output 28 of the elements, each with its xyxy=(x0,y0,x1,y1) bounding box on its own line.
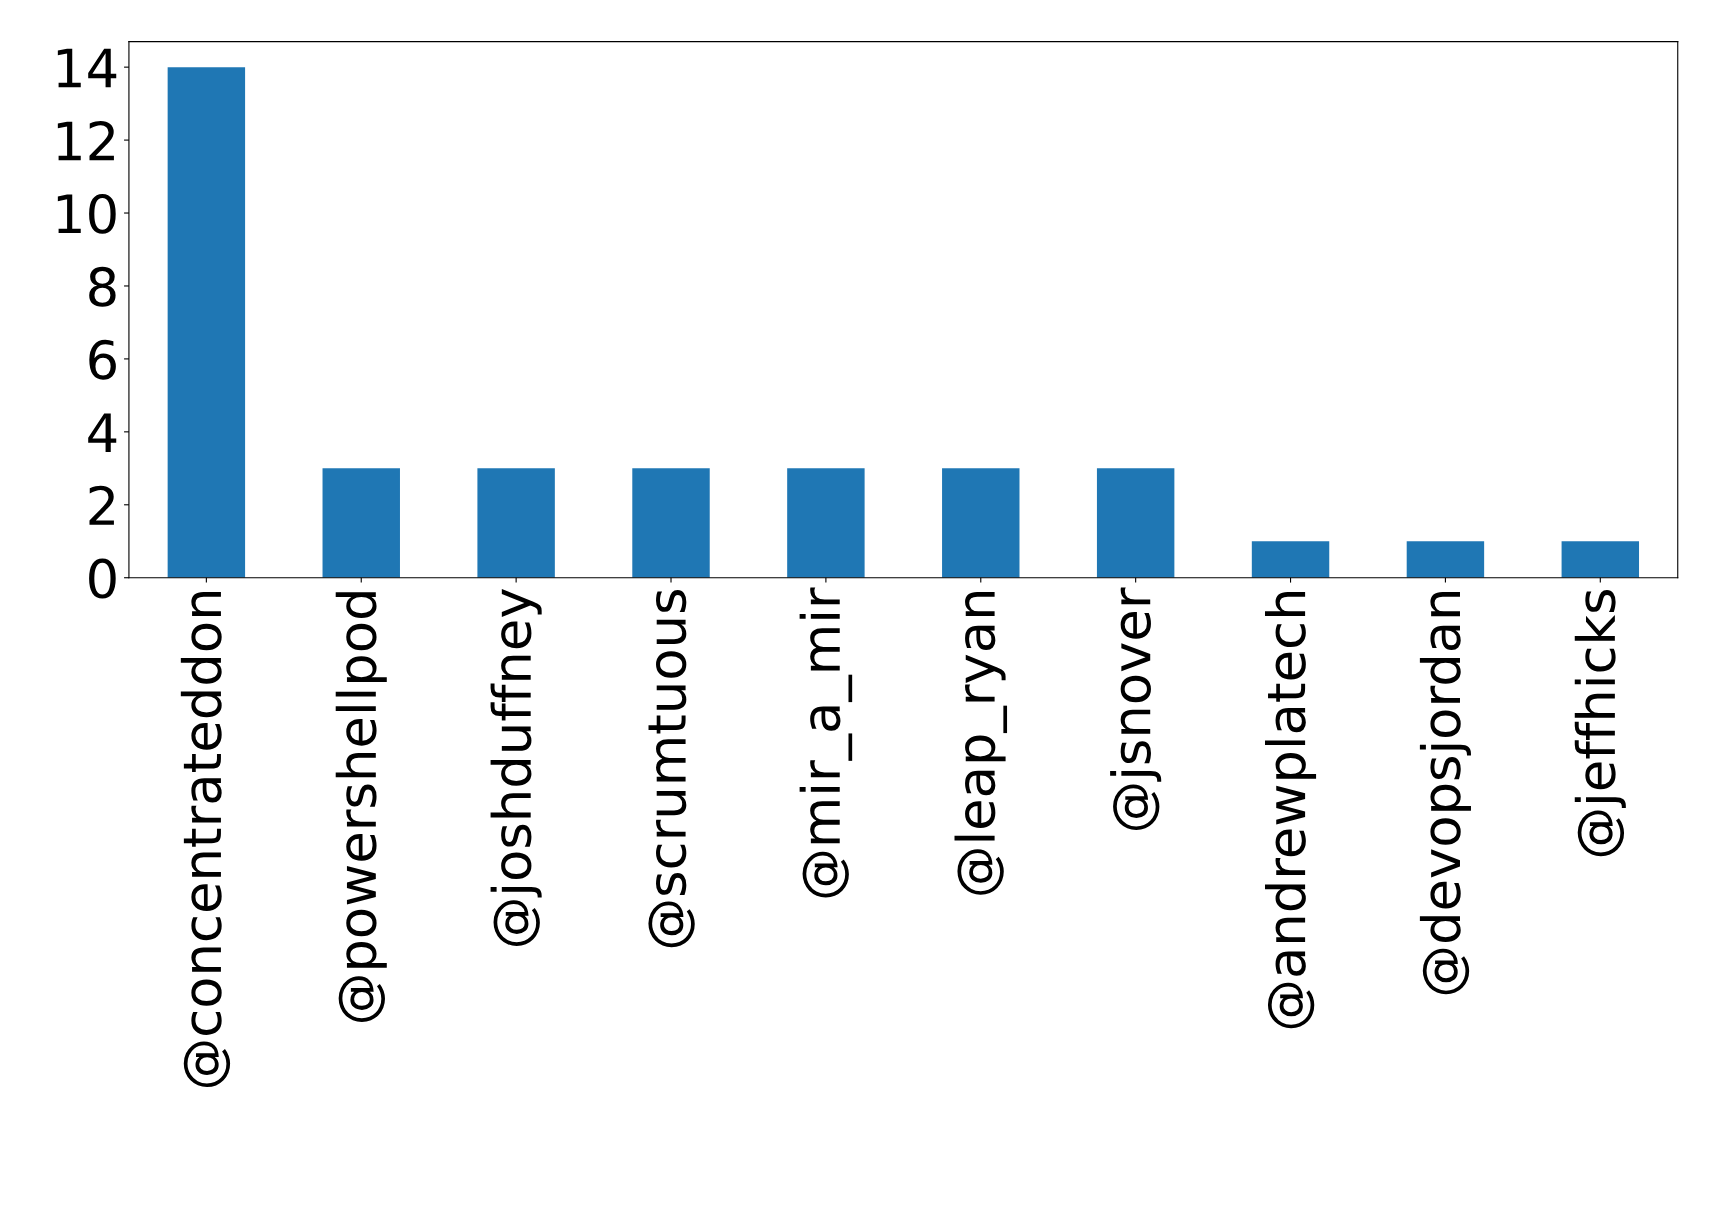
bar xyxy=(1096,468,1175,578)
y-tick-label: 8 xyxy=(89,266,116,307)
x-tick-label: @joshduffney xyxy=(490,589,542,946)
x-tick-label: @devopsjordan xyxy=(1419,591,1471,995)
y-tick-label: 10 xyxy=(57,193,116,234)
bar xyxy=(1251,541,1330,578)
bar xyxy=(787,468,865,578)
x-tick-label: @concentrateddon xyxy=(180,591,231,1088)
x-tick-label: @jsnover xyxy=(1110,587,1162,831)
bar xyxy=(1406,541,1485,578)
x-tick-label: @leap_ryan xyxy=(954,591,1008,895)
bar xyxy=(477,468,555,578)
y-tick-label: 2 xyxy=(89,485,114,525)
bar xyxy=(167,67,246,578)
x-tick-label: @powershellpod xyxy=(335,592,387,1022)
bar xyxy=(632,468,710,578)
bar xyxy=(322,468,400,578)
x-tick-label: @andrewplatech xyxy=(1265,591,1317,1029)
x-tick-label: @jeffhicks xyxy=(1574,590,1626,857)
y-tick-label: 12 xyxy=(57,120,114,161)
y-tick-label: 6 xyxy=(89,339,116,380)
y-tick-label: 4 xyxy=(88,413,117,452)
y-tick-label: 14 xyxy=(57,48,117,88)
bar xyxy=(1561,541,1640,578)
y-tick-label: 0 xyxy=(89,558,116,599)
x-tick-label: @scrumtuous xyxy=(648,590,695,948)
x-tick-label: @mir_a_mir xyxy=(799,587,853,898)
bar xyxy=(942,468,1020,578)
